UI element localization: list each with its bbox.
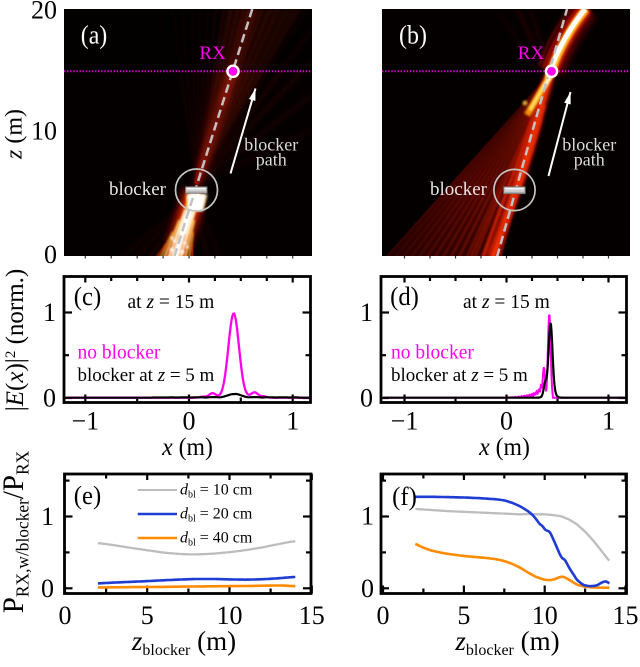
svg-text:x (m): x (m) (161, 433, 213, 461)
svg-text:at z = 15 m: at z = 15 m (463, 292, 550, 313)
svg-text:zblocker (m): zblocker (m) (131, 626, 236, 659)
svg-text:1: 1 (43, 298, 56, 327)
svg-text:0: 0 (377, 601, 390, 630)
svg-text:10: 10 (217, 601, 243, 630)
svg-text:1: 1 (602, 407, 615, 436)
svg-text:RX: RX (199, 43, 226, 64)
svg-text:0: 0 (59, 601, 72, 630)
svg-text:blocker at z = 5 m: blocker at z = 5 m (391, 365, 528, 386)
svg-text:blocker: blocker (109, 179, 167, 200)
svg-text:−1: −1 (71, 407, 99, 436)
svg-text:(c): (c) (74, 282, 101, 311)
svg-text:1: 1 (361, 502, 374, 531)
svg-text:0: 0 (183, 407, 196, 436)
svg-text:10: 10 (532, 601, 558, 630)
svg-text:z (m): z (m) (2, 109, 28, 160)
svg-text:0: 0 (41, 574, 54, 603)
svg-text:0: 0 (360, 384, 373, 413)
svg-text:zblocker (m): zblocker (m) (454, 626, 559, 659)
svg-text:15: 15 (299, 601, 325, 630)
svg-text:at z = 15 m: at z = 15 m (128, 292, 215, 313)
svg-text:dbl = 20 cm: dbl = 20 cm (180, 506, 253, 525)
svg-text:path: path (256, 150, 287, 170)
svg-text:15: 15 (613, 601, 639, 630)
svg-text:path: path (574, 150, 605, 170)
svg-text:(f): (f) (392, 482, 417, 511)
svg-text:blocker: blocker (244, 135, 298, 155)
svg-text:0: 0 (43, 384, 56, 413)
svg-text:1: 1 (360, 298, 373, 327)
svg-text:20: 20 (31, 0, 57, 24)
svg-text:dbl = 40 cm: dbl = 40 cm (180, 530, 253, 549)
svg-text:1: 1 (41, 502, 54, 531)
svg-text:RX: RX (518, 43, 545, 64)
svg-text:dbl = 10 cm: dbl = 10 cm (180, 482, 253, 501)
svg-text:(a): (a) (81, 22, 108, 50)
svg-text:0: 0 (44, 240, 57, 269)
svg-text:blocker: blocker (430, 179, 488, 200)
svg-text:5: 5 (457, 601, 470, 630)
svg-text:blocker at z = 5 m: blocker at z = 5 m (78, 365, 215, 386)
svg-text:blocker: blocker (562, 135, 616, 155)
svg-text:5: 5 (141, 601, 154, 630)
svg-text:(e): (e) (74, 481, 101, 510)
svg-text:(b): (b) (399, 22, 427, 50)
svg-text:1: 1 (286, 407, 299, 436)
svg-text:0: 0 (361, 574, 374, 603)
svg-text:0: 0 (500, 407, 513, 436)
svg-text:−1: −1 (391, 407, 419, 436)
svg-text:(d): (d) (390, 282, 419, 311)
svg-text:no blocker: no blocker (391, 343, 474, 364)
svg-text:10: 10 (31, 117, 57, 146)
svg-text:no blocker: no blocker (78, 343, 161, 364)
svg-text:x (m): x (m) (478, 433, 530, 461)
svg-text:|E(x)|2 (norm.): |E(x)|2 (norm.) (2, 269, 29, 412)
